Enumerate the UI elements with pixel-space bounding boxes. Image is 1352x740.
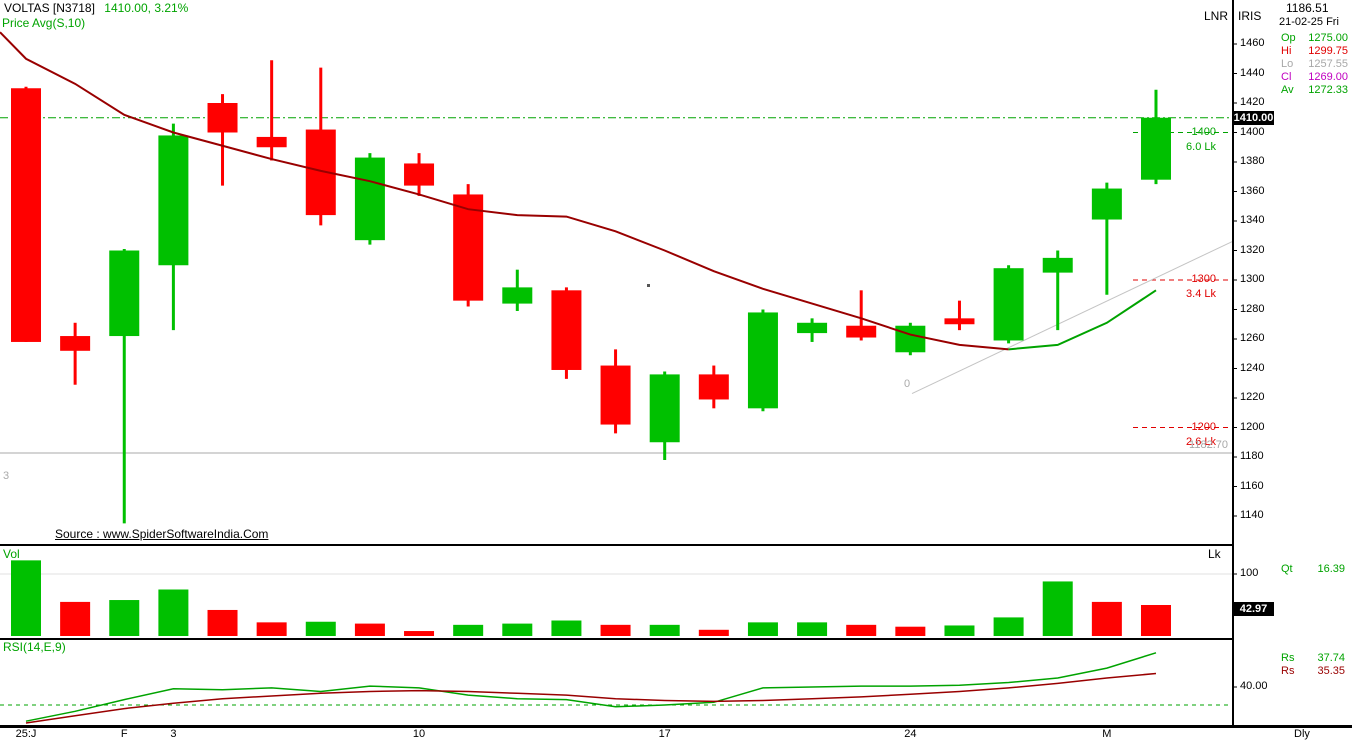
price-tick: 1380 <box>1240 155 1265 167</box>
ohlc-row: Lo 1257.55 <box>1281 58 1348 70</box>
level-label: 1300 <box>1191 273 1216 285</box>
ohlc-panel: Op 1275.00 Hi 1299.75 Lo 1257.55 Cl 1269.00 Av 12… <box>1281 32 1348 97</box>
lnr-label: LNR <box>1203 9 1228 23</box>
price-tick: 1320 <box>1240 243 1265 256</box>
volume-unit-label: Lk <box>1208 547 1221 561</box>
ohlc-row: Hi 1299.75 <box>1281 45 1348 57</box>
price-tick: 1440 <box>1240 66 1265 79</box>
iris-label: IRIS <box>1238 9 1262 23</box>
level-volume-label: 6.0 Lk <box>1186 140 1216 153</box>
price-tick: 1340 <box>1240 214 1265 226</box>
trendline-anchor-label: 0 <box>904 378 911 390</box>
qt-value: 16.39 <box>1317 563 1345 575</box>
x-axis-label: 17 <box>658 728 671 740</box>
rsi-tick: 40.00 <box>1240 680 1268 692</box>
source-link[interactable]: Source : www.SpiderSoftwareIndia.Com <box>55 527 269 541</box>
panel-divider <box>0 544 1234 546</box>
time-axis-divider <box>0 725 1352 728</box>
price-tick: 1420 <box>1240 96 1265 108</box>
panel-divider <box>0 638 1234 640</box>
level-volume-label: 3.4 Lk <box>1186 288 1216 300</box>
indicator-label: Price Avg(S,10) <box>2 16 86 30</box>
x-axis-label: F <box>120 728 128 740</box>
ohlc-row: Cl 1269.00 <box>1281 71 1348 83</box>
quantity-row: Qt 16.39 <box>1281 563 1345 575</box>
price-tick: 1220 <box>1240 391 1265 403</box>
index-value: 1186.51 <box>1286 1 1329 15</box>
rsi-panel-label: RSI(14,E,9) <box>3 640 66 654</box>
qt-label: Qt <box>1281 563 1293 575</box>
ohlc-row: Op 1275.00 <box>1281 32 1348 44</box>
x-axis-label: 3 <box>170 728 177 740</box>
current-price-box: 1410.00 <box>1233 111 1274 125</box>
price-tick: 1400 <box>1240 125 1265 138</box>
level-label: 1182.70 <box>1189 439 1228 452</box>
price-tick: 1280 <box>1240 302 1265 315</box>
price-tick: 1200 <box>1240 420 1265 433</box>
current-volume-box: 42.97 <box>1233 602 1274 616</box>
price-tick: 1180 <box>1240 450 1264 462</box>
level-label: 1400 <box>1191 125 1216 138</box>
axis-divider <box>1232 0 1234 726</box>
symbol-label: VOLTAS [N3718] <box>4 1 95 15</box>
rsi-values-panel: Rs 37.74 Rs 35.35 <box>1281 652 1345 678</box>
x-axis-label: 10 <box>412 728 426 740</box>
price-tick: 1460 <box>1240 37 1265 49</box>
gridline-label: 3 <box>3 470 10 482</box>
price-tick: 1240 <box>1240 361 1265 374</box>
rsi-value-row: Rs 37.74 <box>1281 652 1345 664</box>
x-axis-label: 24 <box>904 728 917 740</box>
volume-panel-label: Vol <box>3 547 20 561</box>
ohlc-row: Av 1272.33 <box>1281 84 1348 96</box>
level-volume-label: 2.6 Lk <box>1186 435 1216 448</box>
period-label[interactable]: Dly <box>1294 728 1310 740</box>
price-tick: 1160 <box>1240 479 1264 492</box>
chart-title: VOLTAS [N3718] 1410.00, 3.21% <box>4 2 188 15</box>
rsi-value-row: Rs 35.35 <box>1281 665 1345 677</box>
x-axis-label: 25:J <box>15 728 37 740</box>
price-tick: 1260 <box>1240 332 1265 344</box>
x-axis-label: M <box>1102 728 1112 740</box>
price-tick: 1300 <box>1240 273 1265 285</box>
date-label: 21-02-25 Fri <box>1279 16 1339 28</box>
level-label: 1200 <box>1191 420 1216 433</box>
volume-tick: 100 <box>1240 567 1259 579</box>
price-tick: 1360 <box>1240 184 1265 197</box>
quote-label: 1410.00, 3.21% <box>104 1 189 15</box>
price-tick: 1140 <box>1240 509 1264 521</box>
